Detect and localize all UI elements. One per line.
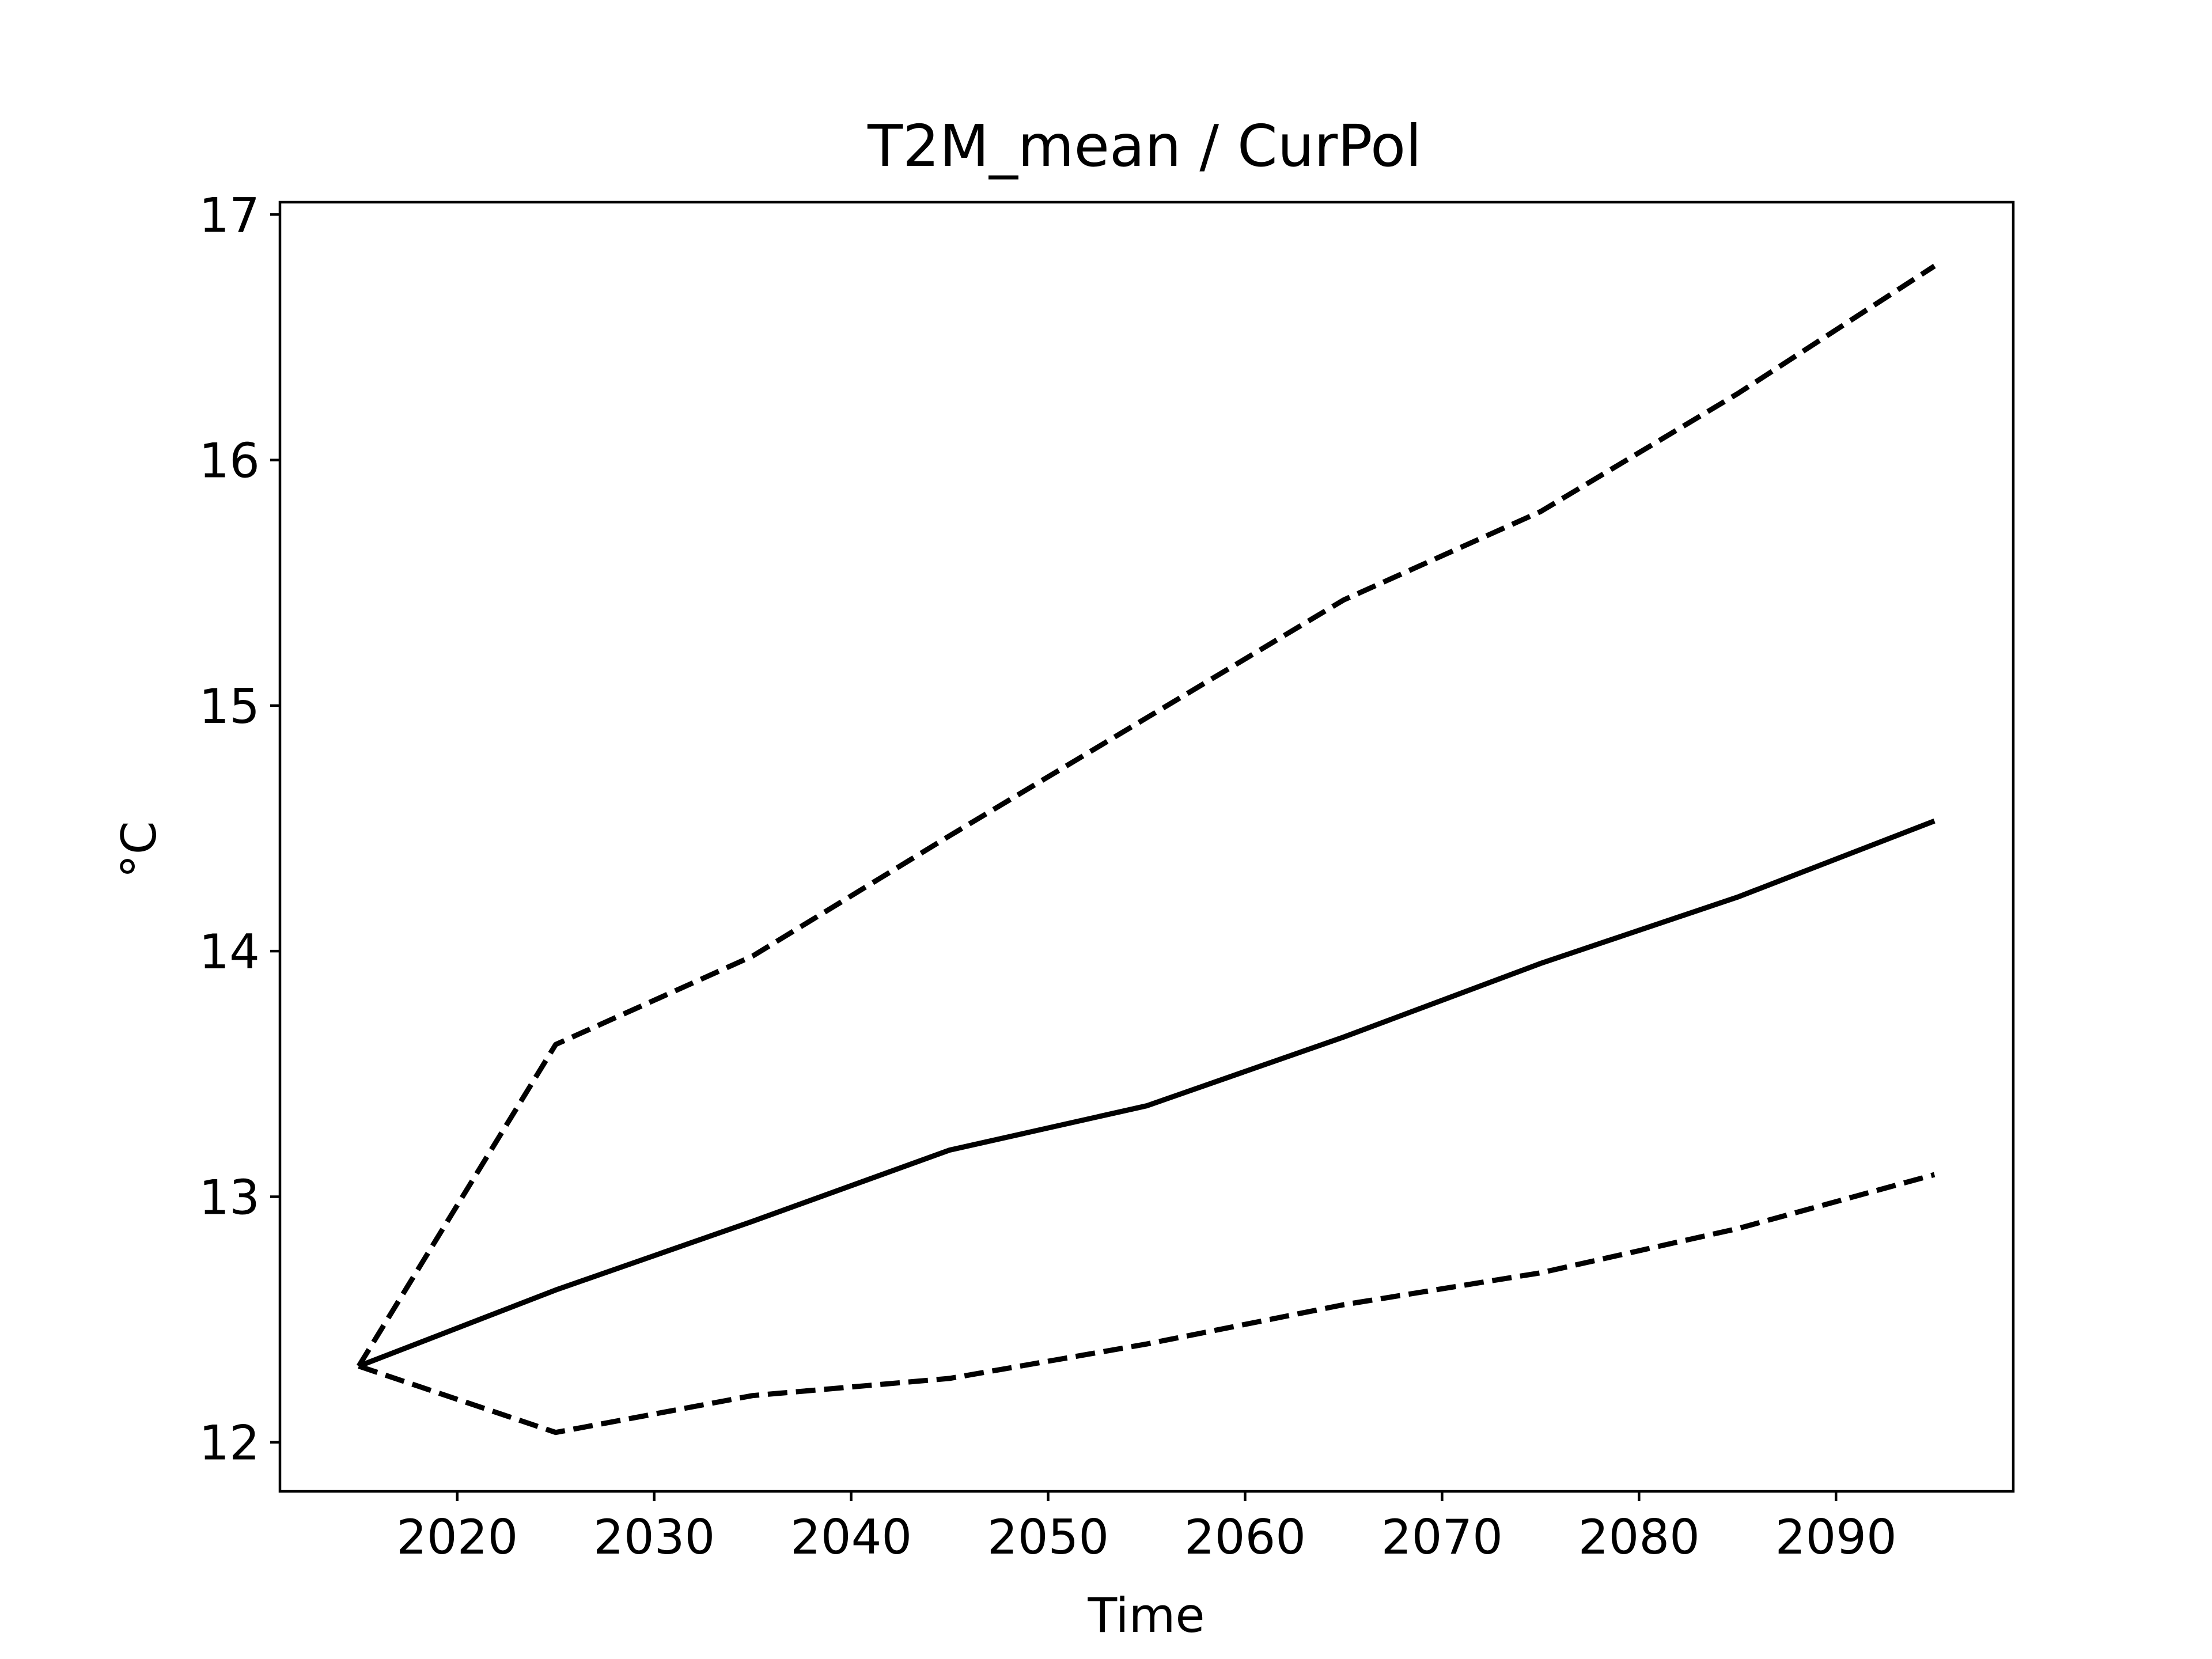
chart-title: T2M_mean / CurPol bbox=[867, 112, 1422, 180]
x-tick-label-2090: 2090 bbox=[1775, 1509, 1897, 1565]
y-tick-label-17: 17 bbox=[199, 187, 260, 243]
x-tick-label-2060: 2060 bbox=[1184, 1509, 1306, 1565]
series-line-1 bbox=[358, 819, 1936, 1369]
y-tick-label-13: 13 bbox=[199, 1169, 260, 1225]
plot-area bbox=[356, 264, 1936, 1435]
x-tick-label-2070: 2070 bbox=[1381, 1509, 1503, 1565]
y-axis: 12 13 14 15 16 17 bbox=[199, 187, 280, 1471]
y-tick-label-12: 12 bbox=[199, 1415, 260, 1471]
x-axis: 2020 2030 2040 2050 2060 2070 2080 2090 bbox=[396, 1491, 1897, 1565]
y-axis-label: °C bbox=[111, 821, 167, 878]
x-tick-label-2020: 2020 bbox=[396, 1509, 518, 1565]
series-line-2 bbox=[356, 264, 1936, 1368]
x-tick-label-2080: 2080 bbox=[1578, 1509, 1700, 1565]
x-axis-label: Time bbox=[1087, 1588, 1205, 1643]
y-tick-label-14: 14 bbox=[199, 924, 260, 980]
x-tick-label-2040: 2040 bbox=[790, 1509, 912, 1565]
axes-frame bbox=[278, 200, 2015, 1493]
y-tick-label-16: 16 bbox=[199, 433, 260, 489]
y-tick-label-15: 15 bbox=[199, 679, 260, 734]
series-line-3 bbox=[358, 1172, 1936, 1435]
x-tick-label-2050: 2050 bbox=[987, 1509, 1109, 1565]
x-tick-label-2030: 2030 bbox=[593, 1509, 715, 1565]
